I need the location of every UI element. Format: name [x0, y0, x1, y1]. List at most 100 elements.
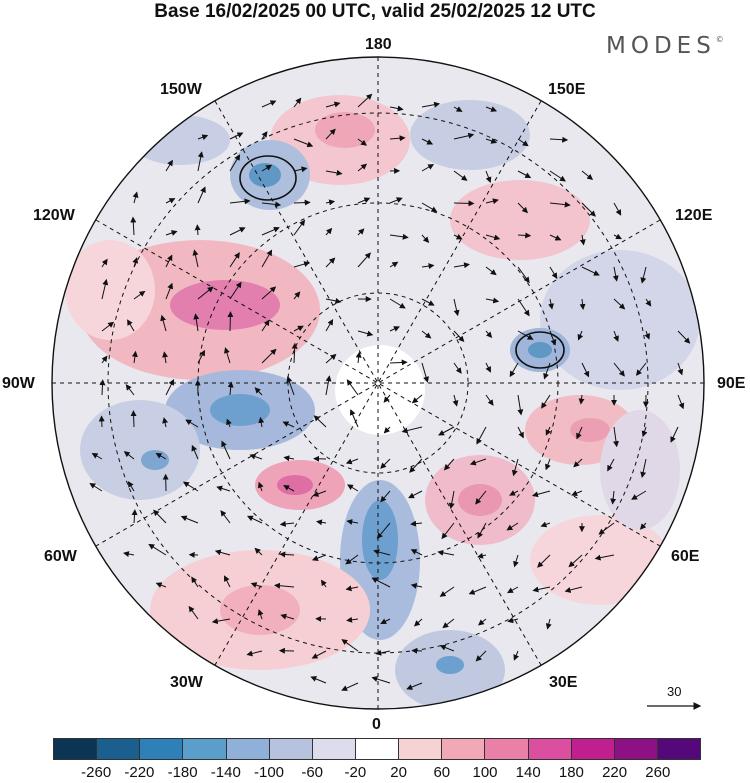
- wind-vector: [162, 351, 169, 364]
- wind-vector: [485, 198, 499, 205]
- wind-vector: [293, 291, 301, 300]
- wind-vector: [165, 198, 176, 204]
- wind-vector: [549, 201, 571, 208]
- wind-vector: [401, 426, 423, 434]
- wind-vector: [357, 197, 371, 204]
- wind-vector: [155, 453, 167, 460]
- wind-vector: [421, 164, 435, 172]
- wind-vector: [389, 233, 409, 240]
- wind-vector: [165, 230, 178, 236]
- wind-vector: [485, 266, 497, 276]
- wind-vector: [229, 154, 241, 172]
- wind-vector: [293, 325, 304, 332]
- wind-vector: [261, 226, 280, 236]
- wind-vector: [286, 376, 295, 396]
- wind-vector: [613, 202, 622, 216]
- wind-vector: [347, 484, 359, 492]
- wind-vector: [507, 617, 519, 624]
- colorbar-cell: [614, 739, 658, 759]
- wind-vector: [541, 394, 551, 409]
- colorbar-tick-labels: -260 -220 -180 -140 -100 -60 -20 20 60 100 140 180 2…: [0, 764, 750, 783]
- wind-vector: [123, 551, 135, 557]
- wind-vector: [211, 618, 231, 625]
- wind-vector: [507, 586, 519, 594]
- wind-vector: [475, 490, 487, 505]
- colorbar-tick-label: -140: [210, 764, 241, 781]
- lon-label-120e: 120E: [675, 207, 713, 224]
- wind-vector: [453, 330, 465, 343]
- wind-vector: [101, 278, 109, 300]
- wind-vector: [389, 135, 406, 142]
- wind-vector: [216, 485, 231, 492]
- wind-vector: [506, 522, 519, 531]
- wind-vector: [532, 490, 551, 498]
- wind-vector: [477, 552, 487, 559]
- wind-vector: [325, 375, 332, 396]
- wind-vector: [293, 261, 311, 268]
- wind-vector: [229, 281, 242, 300]
- wind-vector: [439, 586, 455, 597]
- colorbar-tick-label: -220: [124, 764, 155, 781]
- wind-vector: [469, 458, 487, 466]
- wind-vector: [408, 490, 423, 499]
- wind-vectors: [89, 93, 691, 691]
- wind-vector: [357, 252, 371, 268]
- wind-vector: [89, 482, 103, 492]
- wind-vector: [148, 543, 167, 556]
- wind-vector: [341, 639, 359, 652]
- wind-vector: [227, 381, 234, 396]
- wind-vector: [325, 199, 336, 206]
- modes-logo: MODES©: [606, 33, 724, 59]
- wind-vector: [229, 252, 240, 268]
- wind-vector: [389, 105, 404, 112]
- wind-vector: [165, 282, 173, 300]
- wind-vector: [568, 554, 583, 568]
- wind-vector: [438, 426, 455, 436]
- colorbar-cell: [183, 739, 227, 759]
- wind-vector: [441, 522, 455, 540]
- wind-vector: [197, 286, 214, 300]
- wind-vector: [282, 421, 295, 428]
- wind-vector: [517, 232, 532, 239]
- wind-vector: [513, 650, 520, 661]
- wind-vector: [543, 362, 551, 380]
- wind-vector: [448, 490, 455, 510]
- wind-vector: [513, 554, 519, 568]
- wind-vector: [197, 349, 205, 364]
- colorbar: [53, 738, 701, 760]
- wind-vector: [598, 522, 615, 535]
- colorbar-cell: [140, 739, 184, 759]
- colorbar-cell: [226, 739, 270, 759]
- wind-vector: [509, 490, 519, 496]
- wind-vector: [421, 101, 441, 108]
- wind-vector: [91, 452, 103, 460]
- wind-vector: [101, 321, 115, 332]
- wind-vector: [191, 444, 199, 460]
- wind-vector: [291, 342, 298, 364]
- wind-vector: [439, 644, 455, 652]
- wind-vector: [226, 418, 232, 428]
- wind-vector: [613, 233, 622, 240]
- wind-vector: [576, 426, 583, 440]
- wind-vector: [577, 330, 584, 341]
- wind-vector: [246, 515, 263, 524]
- wind-vector: [274, 582, 295, 589]
- wind-vector: [485, 170, 492, 184]
- wind-vector: [573, 458, 583, 468]
- wind-vector: [380, 490, 391, 503]
- wind-vector: [283, 455, 295, 462]
- wind-vector: [165, 159, 173, 172]
- wind-vector: [548, 298, 554, 310]
- wind-vector: [571, 490, 583, 496]
- wind-vector: [389, 326, 400, 332]
- wind-vector: [257, 609, 264, 620]
- wind-vector: [258, 416, 265, 428]
- wind-vector: [261, 131, 268, 140]
- wind-vector: [182, 481, 199, 492]
- wind-vector: [261, 348, 277, 364]
- wind-vector: [325, 318, 334, 332]
- wind-vector: [610, 490, 617, 505]
- wind-vector: [261, 164, 273, 172]
- colorbar-cell: [571, 739, 615, 759]
- wind-vector: [133, 290, 146, 300]
